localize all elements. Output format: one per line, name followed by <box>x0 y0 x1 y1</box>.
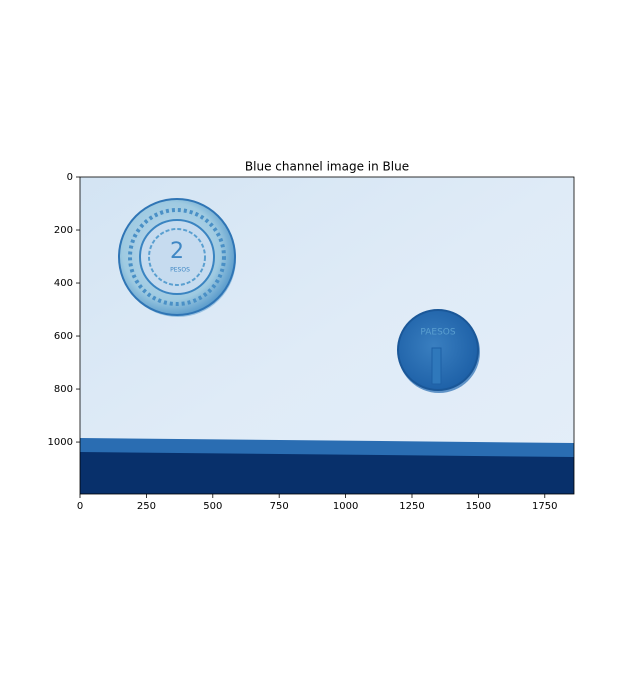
svg-text:2: 2 <box>170 239 184 264</box>
x-tick-label: 1000 <box>333 501 358 512</box>
x-tick-label: 500 <box>203 501 222 512</box>
chart-title: Blue channel image in Blue <box>245 160 409 174</box>
y-tick-label: 400 <box>54 278 73 289</box>
x-tick-label: 0 <box>77 501 83 512</box>
image: 2 PESOS PAESOS <box>80 177 574 494</box>
y-tick-label: 200 <box>54 225 73 236</box>
svg-text:PAESOS: PAESOS <box>420 328 455 338</box>
y-tick-label: 1000 <box>48 437 73 448</box>
x-tick-label: 1750 <box>532 501 557 512</box>
y-tick-label: 0 <box>67 172 73 183</box>
x-tick-label: 1500 <box>466 501 491 512</box>
axes-frame <box>79 176 575 495</box>
y-tick-label: 600 <box>54 331 73 342</box>
svg-text:PESOS: PESOS <box>170 267 190 274</box>
x-tick-label: 250 <box>137 501 156 512</box>
x-tick-label: 750 <box>270 501 289 512</box>
y-tick-label: 800 <box>54 384 73 395</box>
x-tick-label: 1250 <box>399 501 424 512</box>
